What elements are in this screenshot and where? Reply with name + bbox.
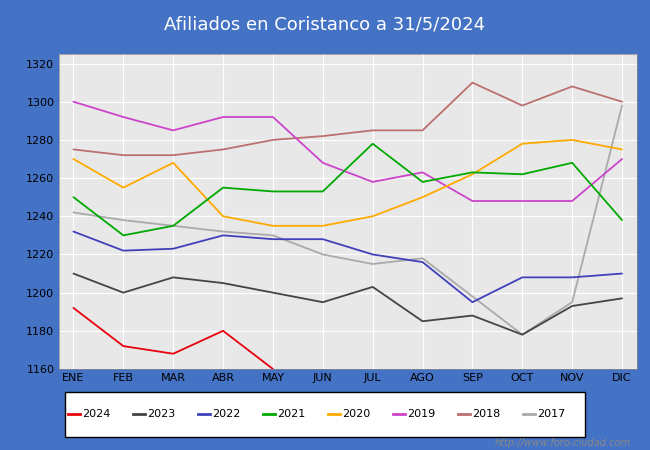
Text: 2021: 2021 [277, 409, 305, 419]
Text: 2017: 2017 [537, 409, 565, 419]
Text: 2024: 2024 [82, 409, 111, 419]
Text: http://www.foro-ciudad.com: http://www.foro-ciudad.com [495, 438, 630, 448]
Text: 2022: 2022 [212, 409, 240, 419]
Text: 2020: 2020 [342, 409, 370, 419]
Text: 2019: 2019 [407, 409, 435, 419]
Text: 2018: 2018 [472, 409, 500, 419]
Text: Afiliados en Coristanco a 31/5/2024: Afiliados en Coristanco a 31/5/2024 [164, 16, 486, 34]
Text: 2023: 2023 [147, 409, 175, 419]
